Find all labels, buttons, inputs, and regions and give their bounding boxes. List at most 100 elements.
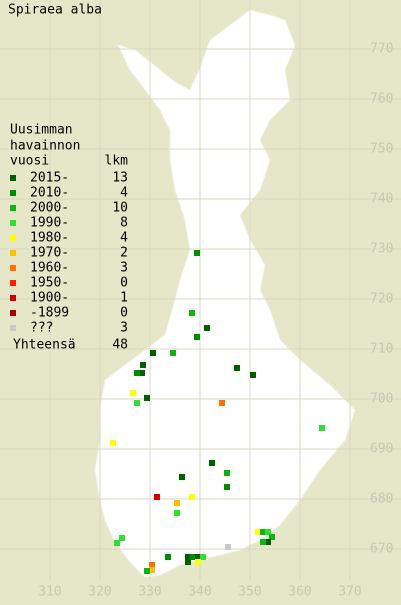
observation bbox=[204, 325, 210, 331]
legend-heading: Uusimman bbox=[10, 123, 73, 138]
legend-label: -1899 bbox=[30, 306, 69, 321]
observation bbox=[224, 484, 230, 490]
legend-count: 0 bbox=[120, 306, 128, 321]
observation bbox=[130, 390, 136, 396]
legend-count: 0 bbox=[120, 276, 128, 291]
legend-count: 8 bbox=[120, 216, 128, 231]
legend-label: 1950- bbox=[30, 276, 69, 291]
legend-label: 1990- bbox=[30, 216, 69, 231]
legend-count: 3 bbox=[120, 321, 128, 336]
legend-count: 3 bbox=[120, 261, 128, 276]
observation bbox=[269, 534, 275, 540]
y-label: 750 bbox=[370, 142, 393, 157]
observation bbox=[154, 494, 160, 500]
x-label: 330 bbox=[138, 585, 161, 600]
grid bbox=[0, 0, 401, 580]
y-label: 760 bbox=[370, 92, 393, 107]
observation bbox=[189, 494, 195, 500]
legend-swatch bbox=[10, 250, 16, 256]
legend-swatch bbox=[10, 325, 16, 331]
observation bbox=[260, 539, 266, 545]
x-label: 370 bbox=[338, 585, 361, 600]
total-label: Yhteensä bbox=[13, 338, 76, 353]
observation bbox=[165, 554, 171, 560]
legend-swatch bbox=[10, 190, 16, 196]
legend-count: 13 bbox=[112, 171, 128, 186]
total: 48 bbox=[112, 338, 128, 353]
legend-label: ??? bbox=[30, 321, 53, 336]
legend-swatch bbox=[10, 205, 16, 211]
legend-count: 4 bbox=[120, 186, 128, 201]
legend-swatch bbox=[10, 175, 16, 181]
observation bbox=[174, 500, 180, 506]
observation bbox=[224, 470, 230, 476]
observation bbox=[139, 370, 145, 376]
observation bbox=[194, 250, 200, 256]
legend-label: 1900- bbox=[30, 291, 69, 306]
observation bbox=[144, 568, 150, 574]
y-label: 720 bbox=[370, 292, 393, 307]
y-label: 770 bbox=[370, 42, 393, 57]
x-label: 360 bbox=[288, 585, 311, 600]
legend-swatch bbox=[10, 295, 16, 301]
y-label: 730 bbox=[370, 242, 393, 257]
x-label: 320 bbox=[88, 585, 111, 600]
legend-label: 1970- bbox=[30, 246, 69, 261]
observation bbox=[195, 554, 201, 560]
observation bbox=[319, 425, 325, 431]
observation bbox=[110, 440, 116, 446]
legend-label: 2015- bbox=[30, 171, 69, 186]
observation bbox=[144, 395, 150, 401]
observation bbox=[179, 474, 185, 480]
legend-swatch bbox=[10, 220, 16, 226]
x-label: 340 bbox=[188, 585, 211, 600]
legend-count: 4 bbox=[120, 231, 128, 246]
observation bbox=[174, 510, 180, 516]
observation bbox=[185, 554, 191, 560]
legend-label: 1980- bbox=[30, 231, 69, 246]
observation bbox=[219, 400, 225, 406]
observation bbox=[134, 400, 140, 406]
observation bbox=[134, 370, 140, 376]
legend-count: 1 bbox=[120, 291, 128, 306]
legend-swatch bbox=[10, 280, 16, 286]
title: Spiraea alba bbox=[8, 3, 102, 18]
observation bbox=[265, 539, 271, 545]
legend-label: 1960- bbox=[30, 261, 69, 276]
y-label: 700 bbox=[370, 392, 393, 407]
observation bbox=[140, 362, 146, 368]
observation bbox=[250, 372, 256, 378]
observation bbox=[185, 559, 191, 565]
legend-heading: havainnon bbox=[10, 139, 80, 154]
observation bbox=[170, 350, 176, 356]
observation bbox=[195, 559, 201, 565]
observation bbox=[119, 535, 125, 541]
observation bbox=[189, 310, 195, 316]
observation bbox=[150, 350, 156, 356]
x-label: 310 bbox=[38, 585, 61, 600]
x-label: 350 bbox=[238, 585, 261, 600]
y-label: 690 bbox=[370, 442, 393, 457]
observation bbox=[149, 567, 155, 573]
observation bbox=[209, 460, 215, 466]
legend-swatch bbox=[10, 310, 16, 316]
observations bbox=[110, 250, 325, 574]
legend-heading: vuosi bbox=[10, 154, 49, 169]
observation bbox=[190, 554, 196, 560]
observation bbox=[200, 554, 206, 560]
legend-swatch bbox=[10, 235, 16, 241]
y-label: 710 bbox=[370, 342, 393, 357]
observation bbox=[149, 562, 155, 568]
observation bbox=[265, 529, 271, 535]
legend-swatch bbox=[10, 265, 16, 271]
y-label: 680 bbox=[370, 492, 393, 507]
legend-label: 2000- bbox=[30, 201, 69, 216]
observation bbox=[234, 365, 240, 371]
y-label: 670 bbox=[370, 542, 393, 557]
y-label: 740 bbox=[370, 192, 393, 207]
legend-count-heading: lkm bbox=[105, 154, 129, 169]
observation bbox=[194, 334, 200, 340]
land bbox=[94, 9, 356, 578]
